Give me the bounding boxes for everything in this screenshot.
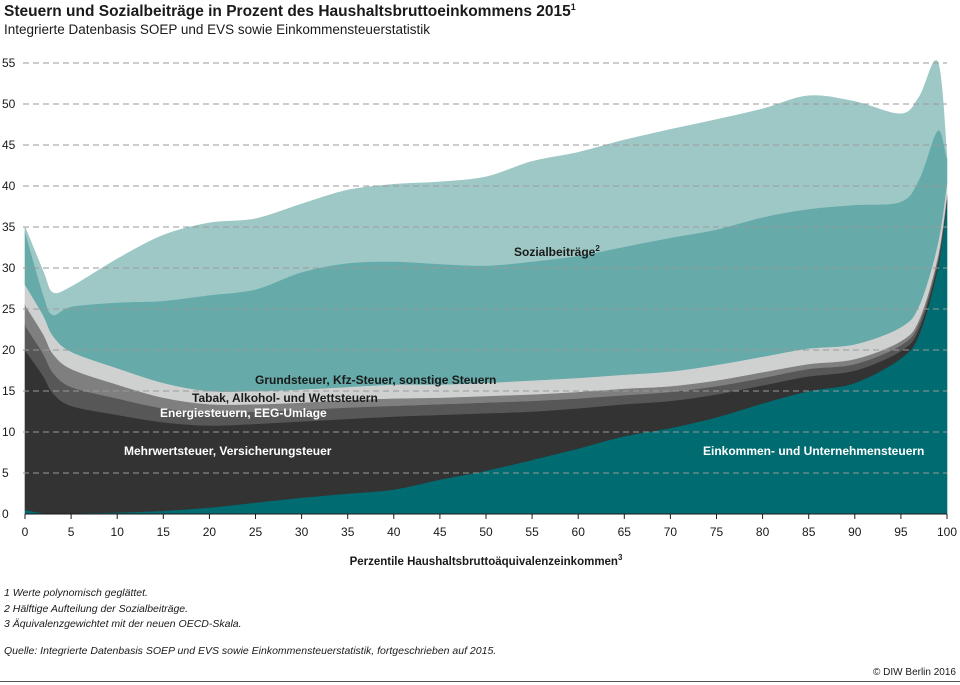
area-layers [24, 60, 948, 515]
y-tick-label-5: 5 [2, 466, 9, 480]
label-grundsteuer: Grundsteuer, Kfz-Steuer, sonstige Steuer… [255, 373, 496, 387]
chart-subtitle: Integrierte Datenbasis SOEP und EVS sowi… [4, 22, 430, 37]
x-tick-label-50: 50 [479, 525, 493, 539]
x-tick-label-15: 15 [157, 525, 171, 539]
x-tick-label-55: 55 [525, 525, 539, 539]
chart-title-footnote-marker: 1 [570, 2, 576, 12]
x-tick-label-90: 90 [848, 525, 862, 539]
x-tick-label-5: 5 [68, 525, 75, 539]
y-tick-label-10: 10 [2, 425, 16, 439]
area-sozialbeiträge-arbeitgeberanteil [24, 60, 948, 316]
y-tick-label-35: 35 [2, 220, 16, 234]
stacked-area-chart: 0 5 10 15 20 25 30 35 40 45 50 55 0 5 10 15 20 25 30 35 40 4… [2, 56, 958, 568]
x-axis-label: Perzentile Haushaltsbruttoäquivalenzeink… [350, 553, 623, 568]
label-einkommensteuer: Einkommen- und Unternehmensteuern [703, 444, 924, 458]
y-tick-label-15: 15 [2, 384, 16, 398]
y-tick-labels: 0 5 10 15 20 25 30 35 40 45 50 55 [2, 56, 16, 521]
x-tick-label-75: 75 [710, 525, 724, 539]
source-note: Quelle: Integrierte Datenbasis SOEP und … [4, 645, 497, 657]
label-energiesteuern: Energiesteuern, EEG-Umlage [160, 406, 327, 420]
x-tick-label-60: 60 [572, 525, 586, 539]
chart-title: Steuern und Sozialbeiträge in Prozent de… [4, 2, 576, 21]
axes [24, 513, 948, 519]
y-tick-label-40: 40 [2, 179, 16, 193]
label-tabak: Tabak, Alkohol- und Wettsteuern [192, 391, 378, 405]
x-tick-label-95: 95 [894, 525, 908, 539]
grid-lines [23, 62, 947, 474]
x-tick-label-80: 80 [756, 525, 770, 539]
x-tick-label-35: 35 [341, 525, 355, 539]
copyright: © DIW Berlin 2016 [873, 667, 956, 678]
y-tick-label-0: 0 [2, 507, 9, 521]
x-tick-label-65: 65 [618, 525, 632, 539]
x-tick-label-70: 70 [664, 525, 678, 539]
y-tick-label-30: 30 [2, 261, 16, 275]
x-tick-label-20: 20 [203, 525, 217, 539]
series-labels: Sozialbeiträge2 Grundsteuer, Kfz-Steuer,… [124, 244, 924, 458]
footnote-1: 1 Werte polynomisch geglättet. [4, 587, 148, 599]
x-tick-label-0: 0 [22, 525, 29, 539]
y-tick-label-50: 50 [2, 97, 16, 111]
x-tick-label-100: 100 [937, 525, 957, 539]
y-tick-label-55: 55 [2, 56, 16, 70]
x-tick-label-30: 30 [295, 525, 309, 539]
x-tick-label-85: 85 [802, 525, 816, 539]
footnotes: 1 Werte polynomisch geglättet. 2 Hälftig… [4, 586, 242, 633]
label-sozialbeitraege: Sozialbeiträge2 [514, 244, 600, 259]
x-tick-label-45: 45 [433, 525, 447, 539]
x-tick-labels: 0 5 10 15 20 25 30 35 40 45 50 55 60 65 70 75 80 85 90 95 10… [22, 525, 958, 539]
bottom-rule [0, 681, 960, 682]
footnote-3: 3 Äquivalenzgewichtet mit der neuen OECD… [4, 618, 242, 630]
x-tick-label-10: 10 [111, 525, 125, 539]
label-mehrwertsteuer: Mehrwertsteuer, Versicherungsteuer [124, 444, 332, 458]
footnote-2: 2 Hälftige Aufteilung der Sozialbeiträge… [4, 602, 189, 615]
x-tick-label-40: 40 [387, 525, 401, 539]
y-tick-label-45: 45 [2, 138, 16, 152]
y-tick-label-25: 25 [2, 302, 16, 316]
chart-title-text: Steuern und Sozialbeiträge in Prozent de… [4, 3, 571, 21]
y-tick-label-20: 20 [2, 343, 16, 357]
x-tick-label-25: 25 [249, 525, 263, 539]
